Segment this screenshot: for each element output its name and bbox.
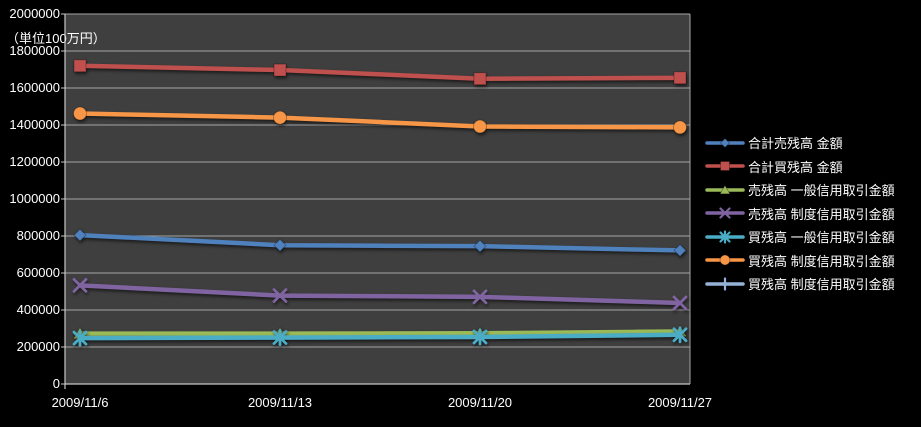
data-point-marker [472, 289, 488, 305]
series-line [77, 232, 683, 253]
legend-item: 買残高 制度信用取引金額 [705, 249, 895, 273]
legend-marker-star-icon [705, 230, 745, 244]
data-point-marker [472, 328, 488, 346]
data-point-marker [473, 239, 487, 253]
legend-marker-circle-icon [705, 254, 745, 266]
series-star [72, 326, 688, 347]
series-circle [73, 106, 687, 135]
x-axis-label: 2009/11/27 [647, 395, 713, 410]
x-axis-label: 2009/11/20 [447, 395, 513, 410]
unit-label: （単位100万円） [6, 31, 106, 46]
data-point-marker [473, 72, 487, 86]
legend-label: 売残高 制度信用取引金額 [748, 206, 895, 222]
series-x [72, 277, 688, 311]
x-axis-label: 2009/11/13 [247, 395, 313, 410]
legend-label: 買残高 制度信用取引金額 [748, 277, 895, 293]
y-axis-label: 1200000 [9, 154, 60, 169]
legend-item: 買残高 制度信用取引金額 [705, 272, 895, 296]
series-line [77, 283, 683, 306]
data-point-marker [272, 288, 288, 303]
legend-label: 合計売残高 金額 [748, 136, 843, 152]
data-point-marker [273, 110, 287, 125]
legend-item: 買残高 一般信用取引金額 [705, 225, 895, 249]
data-point-marker [473, 119, 487, 134]
data-point-marker [673, 120, 687, 135]
legend-label: 売残高 一般信用取引金額 [748, 183, 895, 199]
y-axis-label: 600000 [16, 265, 60, 280]
series-line [77, 329, 683, 336]
y-axis-label: 2000000 [9, 6, 60, 21]
legend-label: 合計買残高 金額 [748, 159, 843, 175]
y-axis-label: 1800000 [9, 43, 60, 58]
legend-item: 合計売残高 金額 [705, 131, 895, 155]
data-point-marker [73, 106, 87, 121]
data-point-marker [673, 243, 687, 257]
data-point-marker [672, 295, 688, 311]
legend-marker-triangle-icon [705, 184, 745, 194]
data-point-marker [273, 238, 287, 252]
y-axis-label: 1600000 [9, 80, 60, 95]
legend-label: 買残高 一般信用取引金額 [748, 230, 895, 246]
data-point-marker [273, 63, 287, 77]
x-axis-label: 2009/11/6 [51, 395, 109, 410]
series-diamond [73, 228, 687, 257]
data-point-marker [672, 326, 688, 344]
series-square [73, 59, 687, 86]
legend: 合計売残高 金額 合計買残高 金額売残高 一般信用取引金額 売残高 制度信用取引金額… [705, 131, 895, 296]
data-point-marker [72, 329, 88, 347]
data-point-marker [73, 59, 87, 73]
legend-item: 売残高 一般信用取引金額 [705, 178, 895, 202]
y-axis-label: 200000 [16, 339, 60, 354]
data-point-marker [673, 71, 687, 85]
y-axis-label: 1000000 [9, 191, 60, 206]
data-point-marker [73, 228, 87, 242]
data-point-marker [72, 277, 88, 293]
legend-marker-square-icon [705, 161, 745, 172]
legend-marker-x-icon [705, 207, 745, 219]
legend-marker-diamond-icon [705, 137, 745, 148]
y-axis-label: 0 [52, 376, 60, 391]
legend-marker-plus-icon [705, 277, 745, 291]
y-axis-label: 1400000 [9, 117, 60, 132]
series-line [77, 111, 683, 130]
legend-item: 合計買残高 金額 [705, 155, 895, 179]
data-point-marker [272, 329, 288, 346]
series-line [77, 332, 683, 341]
legend-item: 売残高 制度信用取引金額 [705, 202, 895, 226]
series-line [77, 63, 683, 82]
y-axis-label: 400000 [16, 302, 60, 317]
y-axis-label: 800000 [16, 228, 60, 243]
legend-label: 買残高 制度信用取引金額 [748, 253, 895, 269]
